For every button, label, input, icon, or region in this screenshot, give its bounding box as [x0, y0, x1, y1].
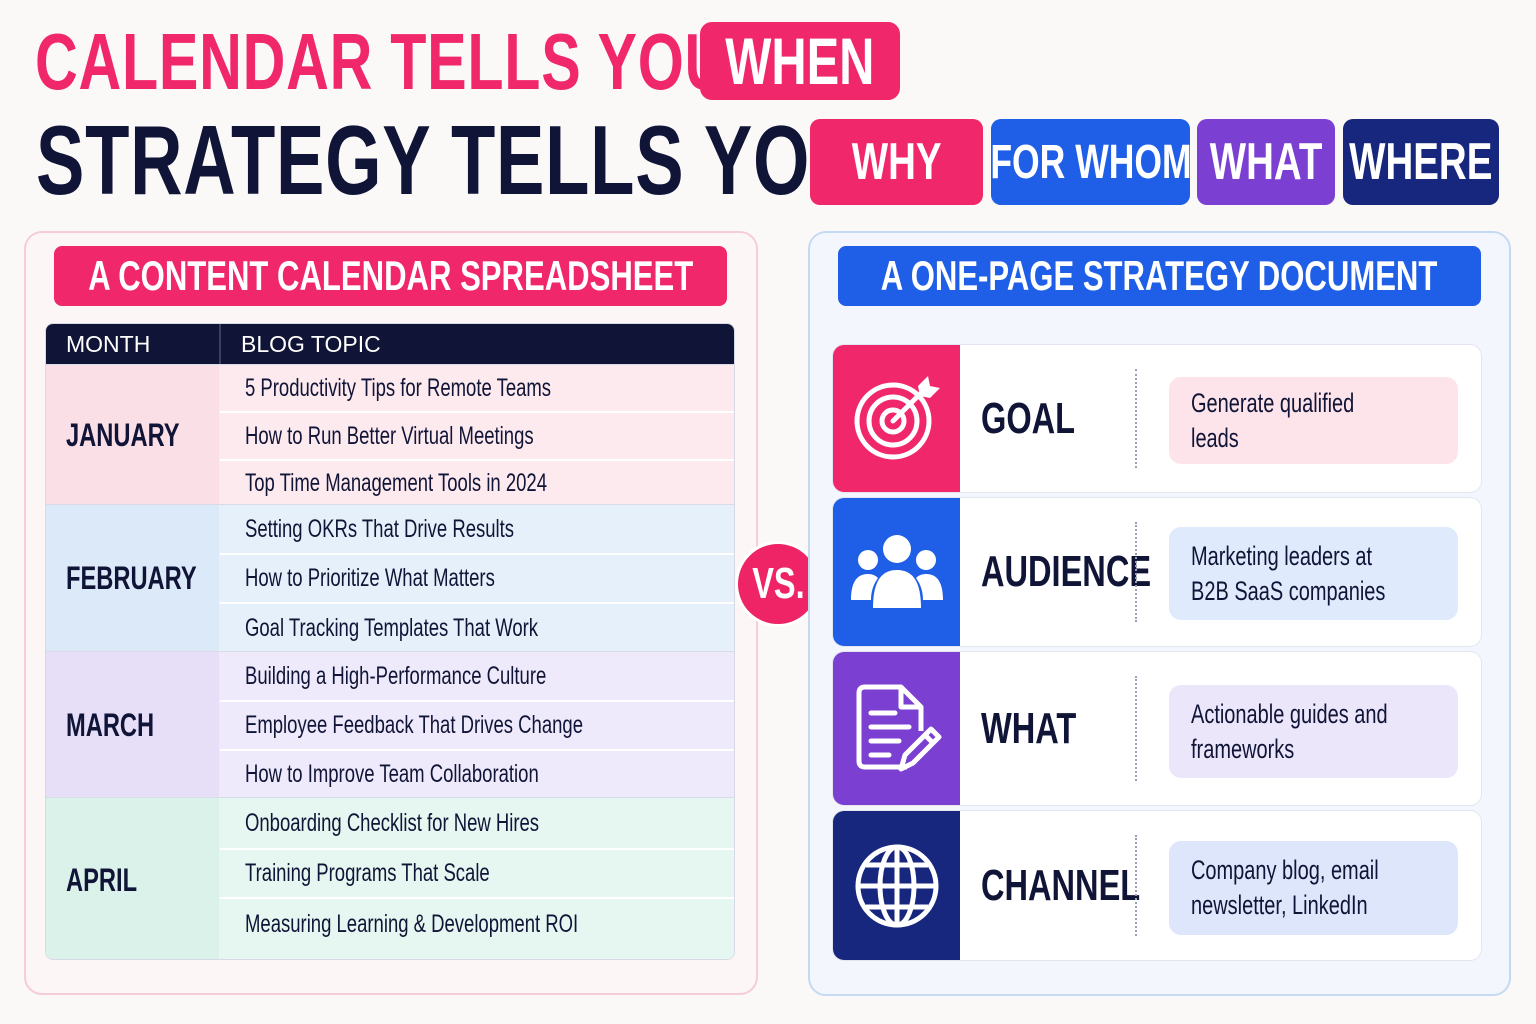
goal-icon-box [833, 345, 960, 492]
topic-text: How to Prioritize What Matters [245, 564, 495, 592]
what-pill: WHAT [1197, 119, 1335, 205]
what-value-box: Actionable guides and frameworks [1169, 685, 1458, 778]
headline-strategy-text: STRATEGY TELLS YOU [36, 104, 864, 215]
when-pill-label: WHEN [725, 24, 875, 98]
vs-label: VS. [751, 559, 805, 608]
topic-row: Employee Feedback That Drives Change [220, 700, 734, 749]
month-cell: APRIL [46, 798, 219, 959]
topic-row: Training Programs That Scale [220, 848, 734, 897]
topic-text: Setting OKRs That Drive Results [245, 514, 515, 543]
what-icon-box [833, 652, 960, 805]
globe-icon [855, 844, 938, 927]
for-whom-pill: FOR WHOM [989, 119, 1192, 205]
topic-text: Training Programs That Scale [245, 859, 490, 887]
document-pencil-icon [856, 684, 941, 771]
dotted-divider [1135, 676, 1137, 781]
content-calendar-title: A CONTENT CALENDAR SPREADSHEET [88, 252, 693, 299]
table-header: MONTH BLOG TOPIC [46, 324, 734, 364]
month-cell: FEBRUARY [46, 505, 219, 652]
strategy-value: Generate qualified leads [1191, 387, 1355, 453]
month-column-header: MONTH [66, 331, 151, 357]
goal-label-wrap: GOAL [981, 345, 1108, 492]
what-pill-label: WHAT [1209, 133, 1323, 191]
month-label: APRIL [66, 861, 138, 898]
dotted-divider [1135, 835, 1137, 936]
topic-text: Goal Tracking Templates That Work [245, 613, 539, 642]
blog-topic-column-header: BLOG TOPIC [241, 331, 381, 357]
topic-row: 5 Productivity Tips for Remote Teams [220, 365, 734, 411]
strategy-document-title: A ONE-PAGE STRATEGY DOCUMENT [881, 252, 1438, 299]
headline-line-2: STRATEGY TELLS YOU [36, 105, 1154, 215]
month-label: FEBRUARY [66, 560, 197, 596]
content-calendar-banner: A CONTENT CALENDAR SPREADSHEET [54, 246, 727, 306]
topic-text: Onboarding Checklist for New Hires [245, 808, 540, 837]
topic-row: How to Run Better Virtual Meetings [220, 411, 734, 459]
target-icon [854, 375, 940, 459]
strategy-card-channel: CHANNEL Company blog, email newsletter, … [832, 810, 1482, 961]
strategy-label: WHAT [981, 703, 1077, 753]
strategy-value: Actionable guides and frameworks [1191, 698, 1388, 764]
topic-row: How to Prioritize What Matters [220, 553, 734, 602]
month-cell: JANUARY [46, 365, 219, 505]
month-group-april: APRIL Onboarding Checklist for New Hires… [46, 797, 734, 959]
topic-text: 5 Productivity Tips for Remote Teams [245, 373, 552, 402]
for-whom-pill-label: FOR WHOM [989, 135, 1192, 189]
strategy-label: GOAL [981, 393, 1076, 443]
headline-calendar-text: CALENDAR TELLS YOU [35, 17, 729, 106]
month-cell: MARCH [46, 652, 219, 798]
channel-icon-box [833, 811, 960, 960]
goal-value-box: Generate qualified leads [1169, 377, 1458, 464]
strategy-value: Company blog, email newsletter, LinkedIn [1191, 855, 1379, 920]
content-calendar-table: MONTH BLOG TOPIC JANUARY 5 Productivity … [45, 323, 735, 960]
strategy-value: Marketing leaders at B2B SaaS companies [1191, 540, 1386, 606]
month-group-march: MARCH Building a High-Performance Cultur… [46, 651, 734, 798]
topic-row: Top Time Management Tools in 2024 [220, 459, 734, 505]
topic-text: Top Time Management Tools in 2024 [245, 468, 548, 497]
where-pill-label: WHERE [1349, 133, 1493, 191]
topic-row: Building a High-Performance Culture [220, 652, 734, 700]
strategy-label: CHANNEL [981, 860, 1141, 910]
strategy-document-banner: A ONE-PAGE STRATEGY DOCUMENT [838, 246, 1481, 306]
topic-row: How to Improve Team Collaboration [220, 749, 734, 798]
where-pill: WHERE [1343, 119, 1499, 205]
topic-text: Building a High-Performance Culture [245, 661, 547, 690]
channel-label-wrap: CHANNEL [981, 811, 1196, 960]
topic-text: How to Run Better Virtual Meetings [245, 421, 534, 450]
when-pill: WHEN [700, 22, 900, 100]
audience-label-wrap: AUDIENCE [981, 498, 1211, 646]
channel-value-box: Company blog, email newsletter, LinkedIn [1169, 841, 1458, 935]
strategy-label: AUDIENCE [981, 547, 1152, 596]
topic-row: Goal Tracking Templates That Work [220, 602, 734, 652]
month-label: MARCH [66, 706, 155, 743]
strategy-card-goal: GOAL Generate qualified leads [832, 344, 1482, 493]
audience-value-box: Marketing leaders at B2B SaaS companies [1169, 527, 1458, 620]
topic-row: Setting OKRs That Drive Results [220, 505, 734, 553]
people-icon [850, 535, 943, 608]
topic-row: Measuring Learning & Development ROI [220, 897, 734, 949]
vs-badge: VS. [735, 541, 821, 627]
dotted-divider [1135, 369, 1137, 468]
headline-line-1: CALENDAR TELLS YOU [35, 17, 972, 106]
month-group-january: JANUARY 5 Productivity Tips for Remote T… [46, 364, 734, 505]
dotted-divider [1135, 522, 1137, 622]
topic-row: Onboarding Checklist for New Hires [220, 798, 734, 848]
topic-text: How to Improve Team Collaboration [245, 760, 539, 788]
header-divider [219, 324, 221, 364]
strategy-card-audience: AUDIENCE Marketing leaders at B2B SaaS c… [832, 497, 1482, 647]
month-group-february: FEBRUARY Setting OKRs That Drive Results… [46, 504, 734, 652]
topic-text: Measuring Learning & Development ROI [245, 909, 579, 938]
what-label-wrap: WHAT [981, 652, 1110, 805]
why-pill: WHY [810, 119, 983, 205]
why-pill-label: WHY [851, 133, 942, 191]
month-label: JANUARY [66, 416, 180, 453]
audience-icon-box [833, 498, 960, 646]
strategy-card-what: WHAT Actionable guides and frameworks [832, 651, 1482, 806]
topic-text: Employee Feedback That Drives Change [245, 711, 583, 739]
